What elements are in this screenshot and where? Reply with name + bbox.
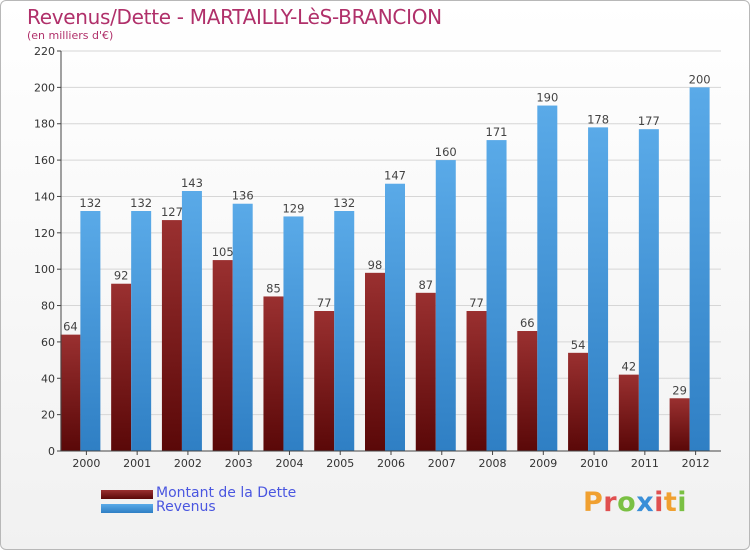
x-tick-label-2000: 2000 <box>72 457 100 470</box>
bar-revenus-2002 <box>181 191 202 451</box>
label-revenus-2009: 190 <box>536 91 558 105</box>
logo-letter: i <box>654 487 664 518</box>
x-tick-label-2004: 2004 <box>275 457 303 470</box>
y-tick-label: 180 <box>34 118 55 131</box>
bar-revenus-2011 <box>638 129 659 451</box>
y-tick-label: 220 <box>34 45 55 58</box>
y-tick-label: 80 <box>41 300 55 313</box>
bar-revenus-2005 <box>334 211 355 451</box>
x-tick-label-2011: 2011 <box>631 457 659 470</box>
x-tick-label-2012: 2012 <box>682 457 710 470</box>
bar-revenus-2001 <box>131 211 152 451</box>
y-tick-label: 120 <box>34 227 55 240</box>
label-dette-2000: 64 <box>63 320 78 334</box>
label-revenus-2005: 132 <box>333 196 355 210</box>
legend-swatch-revenus <box>101 504 153 513</box>
label-dette-2008: 77 <box>469 296 484 310</box>
label-revenus-2001: 132 <box>130 196 152 210</box>
bar-dette-2004 <box>263 296 284 451</box>
label-dette-2012: 29 <box>672 383 687 397</box>
x-tick-label-2001: 2001 <box>123 457 151 470</box>
label-dette-2003: 105 <box>212 245 234 259</box>
y-tick-label: 40 <box>41 372 55 385</box>
y-tick-label: 20 <box>41 409 55 422</box>
x-tick-label-2010: 2010 <box>580 457 608 470</box>
label-dette-2001: 92 <box>114 269 129 283</box>
bar-dette-2002 <box>161 220 182 451</box>
legend-label-dette: Montant de la Dette <box>156 485 297 501</box>
bar-revenus-2007 <box>435 160 456 451</box>
bar-revenus-2009 <box>537 105 558 451</box>
y-tick-label: 60 <box>41 336 55 349</box>
label-revenus-2003: 136 <box>232 189 254 203</box>
logo-letter: t <box>663 487 678 518</box>
label-revenus-2002: 143 <box>181 176 203 190</box>
label-dette-2006: 98 <box>368 258 383 272</box>
logo-letter: o <box>617 487 637 518</box>
y-tick-label: 140 <box>34 190 55 203</box>
label-revenus-2008: 171 <box>486 125 508 139</box>
bar-dette-2008 <box>466 311 487 451</box>
label-revenus-2007: 160 <box>435 145 457 159</box>
bar-dette-2007 <box>415 292 436 451</box>
x-tick-label-2003: 2003 <box>225 457 253 470</box>
bar-revenus-2012 <box>689 87 710 451</box>
label-revenus-2011: 177 <box>638 114 660 128</box>
bar-dette-2012 <box>669 398 690 451</box>
logo-letter: P <box>583 487 604 518</box>
label-dette-2007: 87 <box>418 278 433 292</box>
logo-letter: x <box>636 487 655 518</box>
proxiti-logo: Proxiti <box>583 487 687 518</box>
bar-dette-2000 <box>60 334 81 451</box>
bar-revenus-2003 <box>232 203 253 451</box>
bar-dette-2006 <box>365 272 385 451</box>
legend-label-revenus: Revenus <box>156 499 216 515</box>
label-revenus-2004: 129 <box>282 201 304 215</box>
logo-letter: r <box>603 487 618 518</box>
label-dette-2002: 127 <box>161 205 183 219</box>
bar-revenus-2008 <box>486 140 507 451</box>
label-dette-2010: 54 <box>571 338 586 352</box>
y-tick-label: 160 <box>34 154 55 167</box>
bar-dette-2010 <box>568 352 589 451</box>
bar-revenus-2004 <box>283 216 304 451</box>
label-revenus-2000: 132 <box>79 196 101 210</box>
x-tick-label-2005: 2005 <box>326 457 354 470</box>
label-dette-2011: 42 <box>622 360 637 374</box>
bar-dette-2005 <box>314 311 335 451</box>
x-tick-label-2006: 2006 <box>377 457 405 470</box>
legend-swatch-dette <box>101 490 153 499</box>
label-dette-2009: 66 <box>520 316 535 330</box>
bar-dette-2003 <box>212 260 233 451</box>
bar-dette-2009 <box>517 331 538 451</box>
bar-revenus-2000 <box>80 211 101 451</box>
bar-revenus-2006 <box>385 183 405 451</box>
label-dette-2005: 77 <box>317 296 332 310</box>
x-tick-label-2002: 2002 <box>174 457 202 470</box>
label-dette-2004: 85 <box>266 281 281 295</box>
label-revenus-2012: 200 <box>689 72 711 86</box>
x-tick-label-2007: 2007 <box>428 457 456 470</box>
bar-revenus-2010 <box>588 127 609 451</box>
label-revenus-2010: 178 <box>587 112 609 126</box>
chart-title: Revenus/Dette - MARTAILLY-LèS-BRANCION <box>27 5 442 29</box>
bar-dette-2011 <box>618 374 639 451</box>
y-tick-label: 100 <box>34 263 55 276</box>
label-revenus-2006: 147 <box>384 169 406 183</box>
chart-subtitle: (en milliers d'€) <box>27 29 114 42</box>
logo-letter: i <box>677 487 688 518</box>
y-tick-label: 200 <box>34 81 55 94</box>
bar-dette-2001 <box>111 283 132 451</box>
x-tick-label-2008: 2008 <box>479 457 507 470</box>
x-tick-label-2009: 2009 <box>529 457 557 470</box>
y-tick-label: 0 <box>48 445 55 458</box>
